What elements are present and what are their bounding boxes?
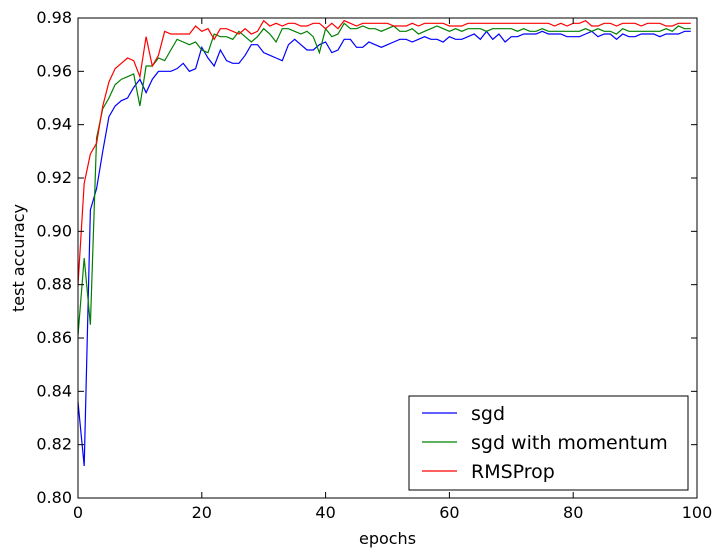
y-tick-label: 0.94: [36, 115, 72, 134]
x-axis-label: epochs: [359, 529, 416, 548]
y-tick-label: 0.82: [36, 435, 72, 454]
legend-box: [408, 395, 689, 491]
legend-label: RMSProp: [471, 461, 555, 483]
y-tick-label: 0.86: [36, 328, 72, 347]
legend-label: sgd: [471, 403, 505, 425]
legend: sgd sgd with momentum RMSProp: [408, 395, 689, 491]
series-line: [77, 19, 691, 285]
x-tick-label: 40: [315, 503, 335, 522]
legend-entries: sgd sgd with momentum RMSProp: [422, 403, 668, 483]
y-tick-label: 0.92: [36, 168, 72, 187]
legend-label: sgd with momentum: [471, 432, 668, 454]
x-tick-label: 20: [192, 503, 212, 522]
y-axis-ticks: 0.80 0.82 0.84 0.86 0.88 0.90 0.92 0.94 0.96 0.98: [36, 8, 697, 507]
series-line: [77, 22, 691, 336]
plot-lines: [77, 19, 691, 467]
y-tick-label: 0.90: [36, 221, 72, 240]
x-tick-label: 0: [73, 503, 83, 522]
x-tick-label: 60: [439, 503, 459, 522]
x-tick-label: 100: [682, 503, 713, 522]
y-tick-label: 0.96: [36, 61, 72, 80]
x-axis-ticks: 0 20 40 60 80 100: [73, 18, 712, 522]
axes-frame: [77, 17, 698, 499]
y-tick-label: 0.88: [36, 275, 72, 294]
y-tick-label: 0.98: [36, 8, 72, 27]
y-tick-label: 0.84: [36, 381, 72, 400]
y-tick-label: 0.80: [36, 488, 72, 507]
series-line: [77, 30, 691, 467]
y-axis-label: test accuracy: [9, 204, 28, 312]
x-tick-label: 80: [563, 503, 583, 522]
